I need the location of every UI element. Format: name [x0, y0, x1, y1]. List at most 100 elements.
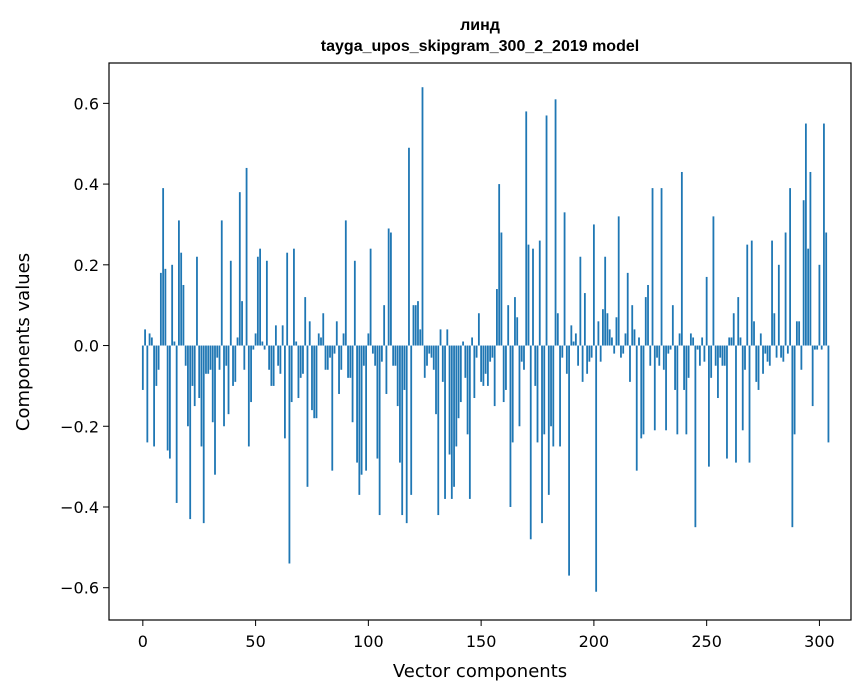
- bar: [561, 345, 564, 358]
- bar: [175, 345, 178, 503]
- x-tick-label: 200: [579, 632, 610, 651]
- bar: [247, 345, 250, 447]
- bar: [613, 345, 616, 354]
- bar: [516, 317, 519, 346]
- y-tick-label: 0.2: [74, 256, 99, 275]
- bar: [633, 329, 636, 346]
- bar: [511, 345, 514, 443]
- bar: [277, 345, 280, 366]
- bar: [453, 345, 455, 487]
- plot-frame: [108, 62, 852, 621]
- bar: [306, 345, 309, 487]
- bar: [759, 333, 762, 346]
- bar: [281, 325, 284, 346]
- bar: [430, 345, 433, 358]
- bar: [153, 345, 155, 447]
- bar: [730, 337, 733, 346]
- bar: [428, 345, 431, 354]
- chart-title: линд: [460, 17, 500, 34]
- bar: [532, 248, 534, 346]
- bar: [202, 345, 205, 524]
- bar: [293, 248, 295, 346]
- bar: [412, 305, 415, 346]
- bar: [475, 345, 478, 358]
- bar: [827, 345, 830, 443]
- bar: [338, 345, 340, 394]
- bar: [640, 345, 643, 439]
- bar: [439, 329, 442, 346]
- bar: [653, 345, 656, 431]
- bar: [523, 345, 525, 370]
- bar: [166, 345, 169, 451]
- bar: [667, 345, 670, 354]
- bar: [419, 329, 422, 346]
- bar: [689, 333, 692, 346]
- bar: [347, 345, 349, 378]
- bar: [811, 345, 814, 407]
- bar: [572, 341, 575, 346]
- bar: [656, 345, 658, 358]
- bar: [256, 256, 259, 346]
- bar: [726, 345, 728, 459]
- bar: [581, 345, 584, 382]
- bar: [462, 341, 464, 346]
- bar: [387, 228, 390, 346]
- bar: [437, 345, 440, 516]
- bar: [698, 345, 701, 366]
- bar: [220, 220, 223, 346]
- bar: [529, 345, 532, 540]
- bar: [615, 317, 618, 346]
- bar: [602, 309, 604, 346]
- bar: [459, 345, 462, 403]
- bar: [272, 345, 275, 386]
- bar: [446, 329, 449, 346]
- bar: [457, 345, 460, 419]
- bar: [507, 305, 510, 346]
- bar: [777, 264, 780, 346]
- x-tick-label: 150: [466, 632, 497, 651]
- bar: [290, 345, 293, 403]
- bar: [766, 345, 769, 362]
- bar: [410, 345, 413, 495]
- bar: [820, 345, 823, 350]
- x-axis-label: Vector components: [393, 661, 567, 682]
- bar: [586, 345, 589, 374]
- x-axis-ticks: 0 50 100 150 200 250 300: [138, 620, 835, 651]
- bar: [579, 256, 582, 346]
- bar: [157, 345, 160, 370]
- bar: [173, 341, 176, 346]
- y-axis-label: Components values: [13, 253, 34, 431]
- bar: [809, 171, 812, 346]
- bar: [647, 284, 649, 346]
- bar: [793, 345, 796, 435]
- bar: [187, 345, 189, 427]
- bar: [146, 345, 149, 443]
- bar: [500, 232, 503, 346]
- bar: [396, 345, 399, 407]
- bar: [455, 345, 458, 447]
- bar: [178, 220, 180, 346]
- bar: [635, 345, 638, 471]
- bar: [701, 337, 704, 346]
- bar: [155, 345, 158, 386]
- bar: [556, 313, 559, 346]
- bar: [617, 216, 620, 346]
- bar: [482, 345, 485, 386]
- bar: [464, 345, 467, 378]
- bar: [658, 345, 661, 366]
- bar: [369, 248, 372, 346]
- bar: [180, 252, 183, 346]
- bar: [674, 345, 676, 390]
- bar: [148, 333, 151, 346]
- bar: [390, 232, 392, 346]
- bar: [590, 345, 593, 358]
- bar: [554, 99, 557, 346]
- bar: [604, 256, 607, 346]
- bar: [771, 240, 773, 346]
- bar: [597, 321, 600, 346]
- bar: [536, 345, 539, 443]
- bar: [786, 345, 789, 354]
- bar: [380, 345, 383, 362]
- bar: [543, 345, 546, 435]
- bar: [274, 325, 277, 346]
